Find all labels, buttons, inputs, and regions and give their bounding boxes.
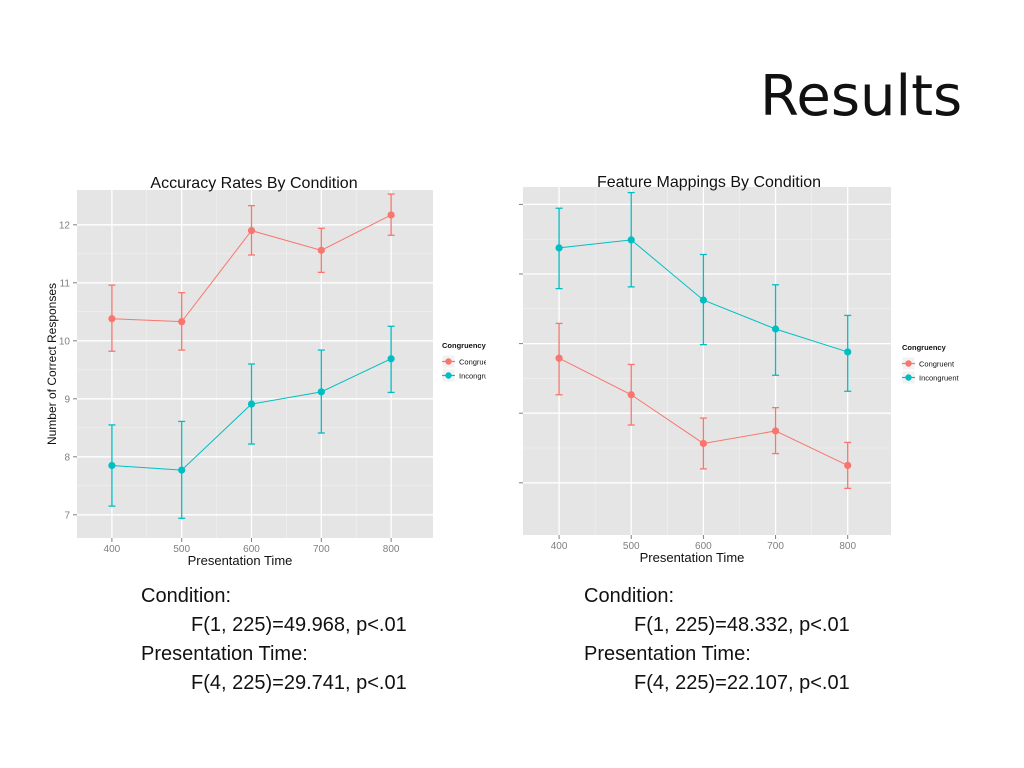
data-point [844,348,852,356]
stats-heading-time: Presentation Time: [584,643,751,665]
x-tick-label: 600 [243,544,260,555]
x-tick-label: 700 [313,544,330,555]
data-point [247,227,256,235]
y-tick-label: 7 [64,510,70,521]
data-point [555,244,563,252]
x-tick-label: 500 [173,544,190,555]
legend-key-point [905,374,912,381]
x-tick-label: 400 [104,544,121,555]
data-point [627,391,635,399]
stats-heading-time: Presentation Time: [141,643,308,665]
chart-body: 400 500 600 700 800 Feature Mappings By Condi… [519,174,960,565]
y-axis-label: Number of Correct Responses [45,283,59,445]
feature-mappings-chart: 400 500 600 700 800 Feature Mappings By Condi… [519,174,960,565]
stats-block-accuracy: Condition: F(1, 225)=49.968, p<.01 Prese… [141,582,407,698]
x-tick-label: 800 [839,541,856,552]
legend: Congruency Congruent Incongruent [901,343,960,385]
legend-key-point [445,358,452,365]
data-point [699,296,707,304]
series-incongruent [108,325,395,519]
data-point [108,315,116,323]
data-point [108,461,116,470]
data-point [555,354,563,362]
chart-body: 7 8 9 10 11 12 400 500 600 700 800 Accuracy Rates B… [45,175,486,568]
data-point [178,318,186,326]
x-tick-label: 700 [767,541,784,552]
legend: Congruency Congruent Incongruent [441,341,486,383]
stats-value-condition: F(1, 225)=49.968, p<.01 [191,614,407,636]
data-point [771,427,780,435]
chart-title: Feature Mappings By Condition [597,174,821,191]
legend-key-point [445,372,452,379]
data-point [844,461,852,469]
y-tick-label: 9 [64,394,70,405]
chart-title: Accuracy Rates By Condition [150,175,357,192]
series-congruent [108,193,395,352]
x-tick-label: 400 [551,541,568,552]
legend-label: Congruent [459,358,486,367]
legend-title: Congruency [902,343,947,352]
stats-value-time: F(4, 225)=22.107, p<.01 [634,672,850,694]
data-point [247,400,256,408]
legend-label: Incongruent [919,374,960,383]
stats-block-feature: Condition: F(1, 225)=48.332, p<.01 Prese… [584,582,850,698]
accuracy-chart: 7 8 9 10 11 12 400 500 600 700 800 Accuracy Rates B… [45,175,486,568]
stats-heading-condition: Condition: [584,585,675,607]
slide-title: Results [760,64,963,129]
y-tick-label: 10 [59,336,71,347]
legend-key-point [905,360,912,367]
x-tick-label: 600 [695,541,712,552]
stats-heading-condition: Condition: [141,585,232,607]
x-axis-label: Presentation Time [188,553,293,568]
x-tick-label: 500 [623,541,640,552]
data-point [317,388,325,396]
legend-label: Incongruent [459,372,486,381]
data-point [387,355,395,363]
series-incongruent [555,191,852,392]
x-axis-label: Presentation Time [640,550,745,565]
stats-value-condition: F(1, 225)=48.332, p<.01 [634,614,850,636]
stats-value-time: F(4, 225)=29.741, p<.01 [191,672,407,694]
data-point [178,466,186,474]
data-point [699,439,707,448]
legend-title: Congruency [442,341,486,350]
data-point [317,246,325,254]
y-tick-label: 12 [59,220,71,231]
x-tick-label: 800 [383,544,400,555]
legend-label: Congruent [919,360,955,369]
y-tick-label: 8 [64,452,70,463]
data-point [771,325,780,333]
series-congruent [555,322,852,490]
data-point [387,211,395,219]
data-point [627,236,635,244]
y-tick-label: 11 [60,278,71,289]
